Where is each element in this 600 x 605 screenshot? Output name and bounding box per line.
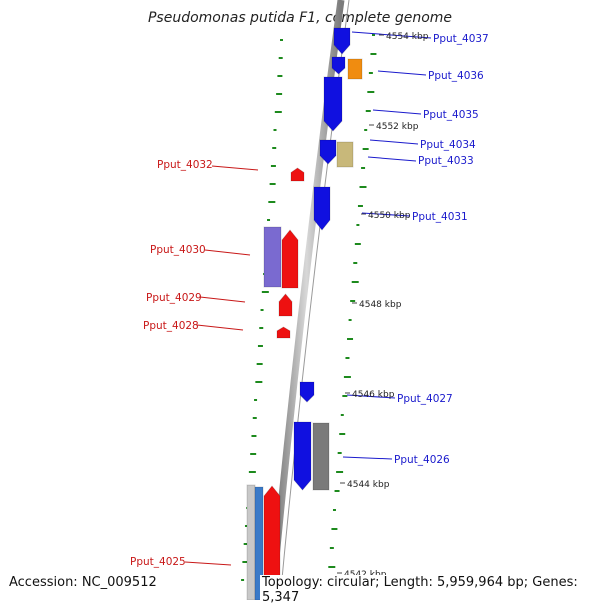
kbp-label: 4554 kbp bbox=[386, 32, 429, 42]
label-leader bbox=[367, 156, 417, 162]
label-leader bbox=[196, 324, 244, 331]
gene-forward-4037 bbox=[333, 27, 351, 55]
map-title: Pseudomonas putida F1, complete genome bbox=[147, 10, 453, 26]
gene-forward-4031 bbox=[313, 186, 331, 231]
gene-label-pput-4031: Pput_4031 bbox=[412, 211, 468, 223]
label-leader bbox=[204, 249, 251, 256]
gene-reverse-4025 bbox=[263, 485, 281, 600]
gene-forward-4027 bbox=[299, 381, 315, 403]
label-leader bbox=[351, 31, 432, 39]
gene-forward-4027b bbox=[293, 421, 312, 491]
gene-label-pput-4026: Pput_4026 bbox=[394, 454, 450, 466]
kbp-label: 4552 kbp bbox=[376, 122, 419, 132]
gene-forward-4035 bbox=[323, 76, 343, 132]
label-leader bbox=[377, 70, 427, 76]
gene-label-pput-4029: Pput_4029 bbox=[146, 292, 202, 304]
gene-forward-4037b bbox=[331, 56, 346, 75]
gene-label-pput-4033: Pput_4033 bbox=[418, 155, 474, 167]
gene-forward-4033 bbox=[336, 141, 354, 168]
gene-label-pput-4027: Pput_4027 bbox=[397, 393, 453, 405]
label-leader bbox=[361, 212, 411, 217]
gene-label-pput-4036: Pput_4036 bbox=[428, 70, 484, 82]
gene-label-pput-4025: Pput_4025 bbox=[130, 556, 186, 568]
gene-reverse-4032 bbox=[290, 167, 305, 182]
summary-label: Topology: circular; Length: 5,959,964 bp… bbox=[260, 575, 600, 605]
label-leader bbox=[372, 109, 422, 115]
gene-reverse-4030 bbox=[263, 226, 282, 288]
kbp-label: 4546 kbp bbox=[352, 390, 395, 400]
label-leader bbox=[184, 561, 232, 566]
accession-label: Accession: NC_009512 bbox=[9, 575, 157, 590]
kbp-label: 4544 kbp bbox=[347, 480, 390, 490]
gene-reverse-4025-blue bbox=[254, 486, 264, 600]
gene-label-pput-4032: Pput_4032 bbox=[157, 159, 213, 171]
gene-forward-4026 bbox=[312, 422, 330, 491]
gene-reverse-4025-grey bbox=[246, 484, 256, 600]
kbp-label: 4550 kbp bbox=[368, 211, 411, 221]
gene-forward-4036 bbox=[347, 58, 363, 80]
label-leader bbox=[211, 165, 259, 171]
gene-reverse-4029 bbox=[278, 293, 293, 317]
gene-reverse-4028 bbox=[276, 326, 291, 339]
label-leader bbox=[342, 456, 393, 460]
label-leader bbox=[369, 139, 419, 145]
gene-label-pput-4030: Pput_4030 bbox=[150, 244, 206, 256]
gene-label-pput-4028: Pput_4028 bbox=[143, 320, 199, 332]
gene-label-pput-4035: Pput_4035 bbox=[423, 109, 479, 121]
gene-label-pput-4037: Pput_4037 bbox=[433, 33, 489, 45]
gene-reverse-4030b bbox=[281, 229, 299, 289]
label-leader bbox=[346, 394, 396, 399]
label-leader bbox=[199, 296, 246, 303]
kbp-label: 4548 kbp bbox=[359, 300, 402, 310]
gene-label-pput-4034: Pput_4034 bbox=[420, 139, 476, 151]
gene-forward-4034 bbox=[319, 139, 337, 165]
